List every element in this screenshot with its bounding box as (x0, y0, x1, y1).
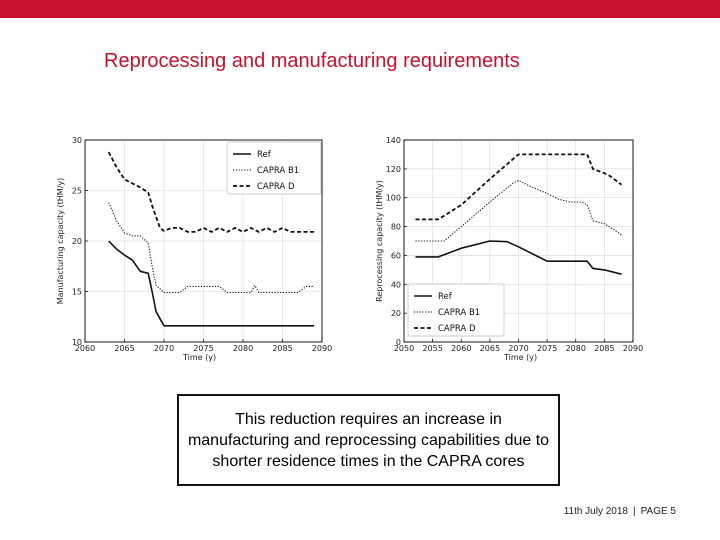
y-tick-label: 20 (391, 309, 401, 318)
x-tick-label: 2075 (537, 344, 557, 353)
callout-text: This reduction requires an increase in m… (187, 410, 550, 470)
y-axis-label: Reprocessing capacity (tHM/y) (375, 180, 384, 302)
series-line-capra-b1 (108, 202, 315, 294)
legend-box (407, 283, 505, 337)
x-tick-label: 2085 (594, 344, 614, 353)
y-tick-label: 15 (72, 288, 82, 297)
x-tick-label: 2050 (394, 344, 414, 353)
legend-label: CAPRA B1 (438, 308, 480, 318)
series-line-ref (108, 240, 315, 327)
series-line-capra-d (415, 153, 623, 221)
y-tick-label: 0 (396, 338, 401, 347)
x-tick-label: 2075 (193, 344, 213, 353)
y-axis-label: Manufacturing capacity (tHM/y) (56, 178, 65, 305)
series-line-ref (415, 240, 622, 275)
series-line-capra-b1 (415, 179, 622, 242)
x-tick-label: 2055 (422, 344, 442, 353)
callout-box: This reduction requires an increase in m… (177, 394, 560, 486)
y-tick-label: 25 (72, 187, 82, 196)
x-tick-label: 2065 (114, 344, 134, 353)
manufacturing-capacity-chart: 2060 2065 2070 2075 2080 2085 2090 10 15 20 25 30 Ti… (56, 136, 332, 362)
x-tick-label: 2080 (566, 344, 586, 353)
series-line-capra-d (107, 151, 315, 233)
footer-page-number: PAGE 5 (640, 506, 676, 517)
x-tick-label: 2060 (451, 344, 471, 353)
legend-label: Ref (257, 150, 272, 160)
x-axis-label: Time (y) (503, 353, 537, 362)
footer-separator: | (633, 506, 636, 517)
y-tick-label: 30 (72, 136, 82, 145)
slide-title: Reprocessing and manufacturing requireme… (104, 50, 520, 72)
y-tick-label: 40 (391, 280, 401, 289)
footer: 11th July 2018 | PAGE 5 (564, 506, 676, 517)
legend-label: CAPRA B1 (257, 166, 299, 176)
y-tick-label: 60 (391, 251, 401, 260)
legend-label: CAPRA D (257, 182, 295, 192)
y-tick-label: 20 (72, 237, 82, 246)
x-tick-label: 2085 (272, 344, 292, 353)
x-tick-label: 2060 (75, 344, 95, 353)
x-tick-label: 2065 (480, 344, 500, 353)
x-tick-label: 2070 (154, 344, 174, 353)
reprocessing-capacity-chart: 2050 2055 2060 2065 2070 2075 2080 2085 2090 0 20 4… (375, 136, 643, 362)
y-tick-label: 100 (386, 194, 401, 203)
x-tick-label: 2090 (312, 344, 332, 353)
y-tick-label: 140 (386, 136, 401, 145)
y-tick-label: 120 (386, 165, 401, 174)
x-tick-label: 2080 (233, 344, 253, 353)
x-tick-label: 2070 (508, 344, 528, 353)
legend-label: Ref (438, 292, 453, 302)
y-tick-label: 10 (72, 338, 82, 347)
footer-date: 11th July 2018 (563, 506, 628, 517)
top-accent-bar (0, 0, 720, 18)
x-tick-label: 2090 (623, 344, 643, 353)
y-tick-label: 80 (391, 223, 401, 232)
x-axis-label: Time (y) (182, 353, 216, 362)
legend-box (226, 141, 322, 195)
legend-label: CAPRA D (438, 324, 476, 334)
